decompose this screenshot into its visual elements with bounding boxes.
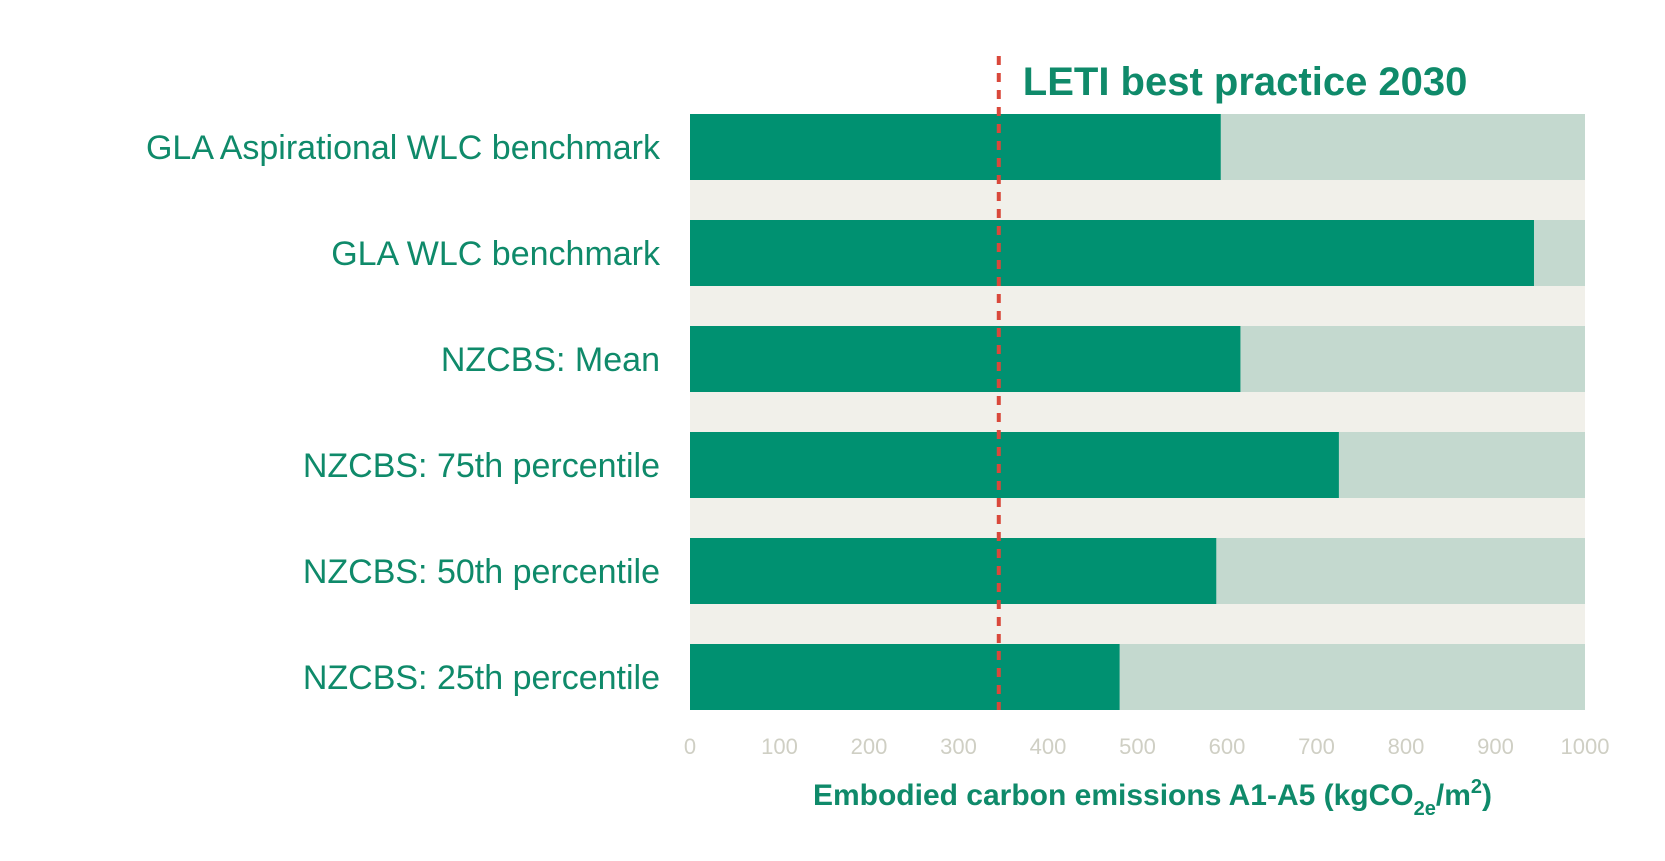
- category-label: GLA WLC benchmark: [331, 235, 661, 273]
- x-axis-title-mid: /m: [1436, 779, 1471, 812]
- plot-background: [690, 114, 1585, 710]
- bar: [690, 220, 1534, 286]
- category-label: NZCBS: 75th percentile: [303, 447, 660, 485]
- x-tick-label: 200: [851, 734, 888, 759]
- category-label: NZCBS: 25th percentile: [303, 659, 660, 697]
- x-tick-label: 400: [1030, 734, 1067, 759]
- x-tick-label: 0: [684, 734, 696, 759]
- bar: [690, 538, 1217, 604]
- x-tick-label: 600: [1209, 734, 1246, 759]
- x-tick-labels: 0 100 200 300 400 500 600 700 800 900 1000: [684, 734, 1610, 759]
- x-axis-title-main: Embodied carbon emissions A1-A5 (kgCO: [813, 779, 1414, 812]
- reference-line-label: LETI best practice 2030: [1023, 60, 1468, 104]
- x-axis-title-subscript: 2e: [1414, 798, 1436, 820]
- category-labels: GLA Aspirational WLC benchmark GLA WLC be…: [146, 129, 661, 697]
- x-axis-title-end: ): [1482, 779, 1492, 812]
- bars-group: [690, 114, 1585, 710]
- x-tick-label: 500: [1119, 734, 1156, 759]
- x-axis-title-superscript: 2: [1471, 776, 1482, 798]
- category-label: GLA Aspirational WLC benchmark: [146, 129, 661, 167]
- category-label: NZCBS: Mean: [441, 341, 660, 379]
- plot-area: [690, 114, 1585, 710]
- x-tick-label: 300: [940, 734, 977, 759]
- x-tick-label: 700: [1298, 734, 1335, 759]
- x-tick-label: 1000: [1561, 734, 1610, 759]
- bar: [690, 326, 1241, 392]
- x-tick-label: 100: [761, 734, 798, 759]
- bar: [690, 644, 1120, 710]
- bar: [690, 114, 1221, 180]
- category-label: NZCBS: 50th percentile: [303, 553, 660, 591]
- x-tick-label: 900: [1477, 734, 1514, 759]
- x-axis-title: Embodied carbon emissions A1-A5 (kgCO2e/…: [813, 776, 1492, 820]
- x-tick-label: 800: [1388, 734, 1425, 759]
- bar: [690, 432, 1339, 498]
